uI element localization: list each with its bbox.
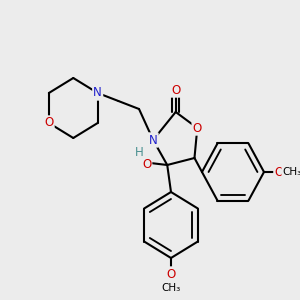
Text: O: O <box>193 122 202 134</box>
Text: CH₃: CH₃ <box>161 283 181 293</box>
Text: O: O <box>44 116 53 130</box>
Text: N: N <box>149 134 158 146</box>
Text: H: H <box>135 146 143 158</box>
Text: N: N <box>93 86 102 100</box>
Text: O: O <box>142 158 151 170</box>
Text: O: O <box>171 83 180 97</box>
Text: O: O <box>274 166 284 178</box>
Text: CH₃: CH₃ <box>283 167 300 177</box>
Text: O: O <box>167 268 176 281</box>
